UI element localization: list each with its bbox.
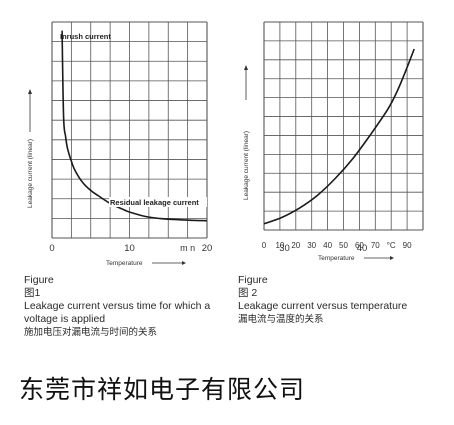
figure-1-label-zh: 图1 [24,287,41,299]
chart-1-grid [51,21,208,239]
figure-1-caption: Figure 图1 Leakage current versus time fo… [24,274,210,339]
chart-2-x-axis-label: Temperature [318,255,355,262]
x-tick-label: 60 [355,241,364,250]
chart-1-x-axis-arrowhead [182,261,186,265]
chart-1: 0 10 20 30 40m n Inrush current Residual lea… [27,21,367,267]
chart-2: 0 10 20 30 40 50 60 70 °C 90 Temperature Leakage … [243,21,424,262]
series-line [61,30,208,222]
x-tick-label: 90 [403,241,412,250]
x-tick-label: 0 [262,241,267,250]
chart-1-x-axis-label: Temperature [106,260,143,267]
x-tick-label: 10 [275,241,284,250]
chart-1-y-axis-arrowhead [28,89,32,94]
chart-1-annotation-inrush: Inrush current [60,32,111,41]
chart-2-series [263,48,415,225]
figure-1-label: Figure [24,274,54,286]
x-tick-label: 30 [307,241,316,250]
figure-2-caption: Figure 图 2 Leakage current versus temper… [238,274,407,326]
figure-1-text-line-1: Leakage current versus time for which a [24,300,211,312]
chart-2-y-axis-label: Leakage current (linear) [243,131,250,200]
x-tick-note: m n [180,243,195,253]
chart-1-series [61,30,208,222]
chart-1-tick-labels: 0 10 20 30 40m n [49,243,367,254]
x-tick-label: 20 [291,241,300,250]
figure-2-label-zh: 图 2 [238,287,258,299]
x-tick-label: °C [387,241,396,250]
x-tick-label: 10 [124,243,135,254]
chart-2-tick-labels: 0 10 20 30 40 50 60 70 °C 90 [262,241,412,250]
chart-1-y-axis-label: Leakage current (linear) [27,139,34,208]
figure-2-text-line-1: Leakage current versus temperature [238,300,408,312]
chart-2-x-axis-arrowhead [390,256,394,260]
chart-2-grid [263,21,424,231]
x-tick-label: 0 [49,243,54,254]
company-name: 东莞市祥如电子有限公司 [19,375,306,404]
figure-1-text-zh: 施加电压对漏电流与时间的关系 [24,327,158,338]
series-line [263,48,415,225]
figure-2-text-zh: 漏电流与温度的关系 [238,314,324,325]
figure-2-label: Figure [238,274,268,286]
x-tick-label: 70 [371,241,380,250]
x-tick-label: 30 [279,243,290,254]
x-tick-label: 50 [339,241,348,250]
x-tick-label: 40 [357,243,368,254]
x-tick-label: 20 [202,243,213,254]
x-tick-label: 40 [323,241,332,250]
figure-1-text-line-2: voltage is applied [24,313,106,325]
chart-1-annotation-bg [109,197,207,207]
chart-2-y-axis-arrowhead [244,65,248,70]
chart-1-annotation-residual: Residual leakage current [110,198,199,207]
